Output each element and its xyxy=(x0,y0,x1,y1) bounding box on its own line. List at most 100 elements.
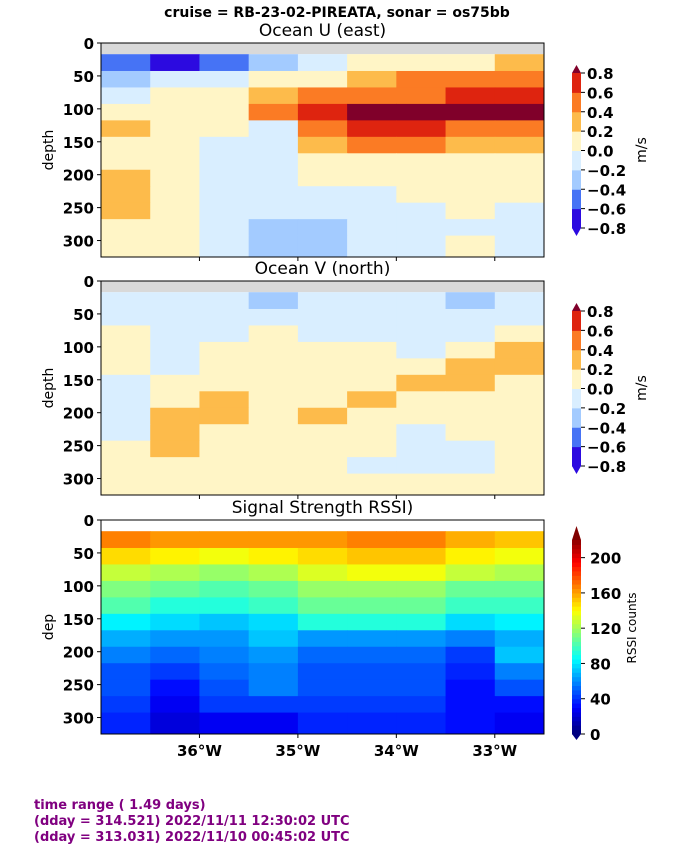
heatmap-cell xyxy=(199,308,250,326)
heatmap-cell xyxy=(101,391,151,409)
colorbar-tick-label: −0.6 xyxy=(587,439,626,457)
heatmap-cell xyxy=(199,219,250,237)
colorbar-tick-label: −0.4 xyxy=(587,419,626,437)
heatmap-cell xyxy=(347,646,397,664)
heatmap-cell xyxy=(248,235,299,258)
heatmap-cell xyxy=(396,580,447,598)
heatmap-cell xyxy=(297,70,348,88)
heatmap-cell xyxy=(101,358,151,376)
heatmap-cell xyxy=(494,407,545,425)
heatmap-cell xyxy=(494,54,545,72)
colorbar-tick-label: −0.8 xyxy=(587,458,626,476)
heatmap-cell xyxy=(101,169,151,187)
heatmap-cell xyxy=(445,564,496,582)
heatmap-cell xyxy=(494,424,545,442)
heatmap-cell xyxy=(297,235,348,258)
heatmap-cell xyxy=(494,580,545,598)
heatmap-cell xyxy=(199,341,250,359)
colorbar-segment xyxy=(572,311,581,331)
y-tick-label: 150 xyxy=(63,372,94,390)
heatmap-cell xyxy=(199,87,250,105)
colorbar-segment xyxy=(572,566,581,572)
colorbar-segment xyxy=(572,330,581,351)
heatmap-cell xyxy=(297,630,348,648)
plot-frame xyxy=(100,280,545,496)
heatmap-cell xyxy=(248,580,299,598)
heatmap-cell xyxy=(199,531,250,549)
heatmap-cell xyxy=(199,374,250,392)
heatmap-cell xyxy=(297,308,348,326)
heatmap-cell xyxy=(248,136,299,154)
heatmap-cell xyxy=(494,219,545,237)
heatmap-cell xyxy=(199,325,250,343)
heatmap-cell xyxy=(347,374,397,392)
heatmap-cell xyxy=(248,292,299,310)
heatmap-cell xyxy=(445,473,496,496)
heatmap-cell xyxy=(445,358,496,376)
plot-frame xyxy=(100,42,545,258)
heatmap-cell xyxy=(494,325,545,343)
colorbar-segment xyxy=(572,619,581,625)
heatmap-cell xyxy=(150,70,200,88)
heatmap-cell xyxy=(297,341,348,359)
colorbar-segment xyxy=(572,92,581,113)
y-tick-label: 50 xyxy=(73,68,94,86)
colorbar-segment xyxy=(572,553,581,559)
colorbar-segment xyxy=(572,667,581,673)
heatmap-cell xyxy=(396,613,447,631)
heatmap-cell xyxy=(347,358,397,376)
colorbar-segment xyxy=(572,579,581,585)
heatmap-cell xyxy=(347,679,397,697)
heatmap-cell xyxy=(150,136,200,154)
heatmap-cell xyxy=(347,696,397,714)
heatmap-cell xyxy=(347,630,397,648)
heatmap-cell xyxy=(248,120,299,138)
colorbar-segment xyxy=(572,650,581,656)
heatmap-cell xyxy=(347,153,397,171)
colorbar-segment xyxy=(572,672,581,678)
heatmap-cell xyxy=(396,120,447,138)
heatmap-cell xyxy=(297,153,348,171)
heatmap-cell xyxy=(347,613,397,631)
heatmap-cell xyxy=(494,473,545,496)
heatmap-cell xyxy=(347,70,397,88)
heatmap-cell xyxy=(297,120,348,138)
heatmap-cell xyxy=(396,424,447,442)
colorbar-segment xyxy=(572,189,581,210)
heatmap-cell xyxy=(494,186,545,204)
heatmap-cell xyxy=(494,679,545,697)
y-tick-label: 150 xyxy=(63,134,94,152)
heatmap-cell xyxy=(199,153,250,171)
heatmap-cell xyxy=(347,341,397,359)
plot-frame xyxy=(100,519,545,735)
heatmap-cell xyxy=(297,712,348,735)
colorbar-segment xyxy=(572,632,581,638)
heatmap-cell xyxy=(199,564,250,582)
y-tick-label: 200 xyxy=(63,644,94,662)
heatmap-cell xyxy=(445,663,496,681)
heatmap-cell xyxy=(445,646,496,664)
heatmap-cell xyxy=(101,696,151,714)
colorbar-label: m/s xyxy=(634,137,650,163)
heatmap-cell xyxy=(199,712,250,735)
colorbar-segment xyxy=(572,689,581,695)
heatmap-cell xyxy=(199,679,250,697)
panel-title: Ocean U (east) xyxy=(259,21,386,41)
heatmap-cell xyxy=(347,202,397,220)
heatmap-cell xyxy=(494,358,545,376)
heatmap-cell xyxy=(101,424,151,442)
heatmap-cell xyxy=(297,696,348,714)
heatmap-cell xyxy=(396,235,447,258)
heatmap-cell xyxy=(347,87,397,105)
colorbar-segment xyxy=(572,729,581,735)
heatmap-cell xyxy=(396,473,447,496)
colorbar-segment xyxy=(572,407,581,428)
heatmap-cell xyxy=(199,235,250,258)
heatmap-cell xyxy=(248,341,299,359)
heatmap-cell xyxy=(297,186,348,204)
y-tick-label: 100 xyxy=(63,101,94,119)
heatmap-cell xyxy=(101,712,151,735)
colorbar-label: m/s xyxy=(634,375,650,401)
footer-line-3: (dday = 313.031) 2022/11/10 00:45:02 UTC xyxy=(34,830,350,845)
heatmap-cell xyxy=(150,646,200,664)
